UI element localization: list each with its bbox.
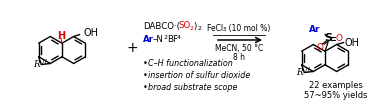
Text: •: • (143, 71, 150, 79)
Text: SO: SO (178, 21, 190, 30)
Text: R: R (34, 60, 40, 69)
Text: –N: –N (153, 36, 164, 44)
Text: DABCO·(: DABCO·( (143, 21, 180, 30)
Text: •: • (143, 83, 150, 91)
Text: //: // (42, 59, 47, 65)
Text: //: // (305, 67, 310, 73)
Text: 57~95% yields: 57~95% yields (304, 91, 368, 101)
Text: 8 h: 8 h (233, 53, 245, 63)
Text: BF: BF (167, 36, 178, 44)
Text: R: R (297, 68, 303, 77)
Text: broad substrate scope: broad substrate scope (148, 83, 237, 91)
Text: Ar: Ar (309, 25, 321, 34)
Text: S: S (324, 33, 332, 43)
Text: O: O (336, 34, 342, 43)
Text: 22 examples: 22 examples (309, 82, 363, 91)
Text: •: • (143, 59, 150, 68)
Text: H: H (57, 31, 65, 41)
Text: +: + (126, 41, 138, 55)
Text: 2: 2 (197, 25, 201, 30)
Text: insertion of sulfur dioxide: insertion of sulfur dioxide (148, 71, 250, 79)
Text: C–H functionalization: C–H functionalization (148, 59, 233, 68)
Text: Ar: Ar (143, 36, 154, 44)
Text: MeCN, 50 °C: MeCN, 50 °C (215, 44, 263, 53)
Text: O: O (316, 43, 324, 52)
Text: ): ) (193, 21, 196, 30)
Text: OH: OH (345, 37, 360, 48)
Text: FeCl₃ (10 mol %): FeCl₃ (10 mol %) (207, 25, 271, 33)
Text: 2: 2 (189, 25, 193, 30)
Text: 2: 2 (163, 35, 167, 40)
Text: 4: 4 (177, 35, 181, 40)
Text: OH: OH (84, 29, 99, 38)
